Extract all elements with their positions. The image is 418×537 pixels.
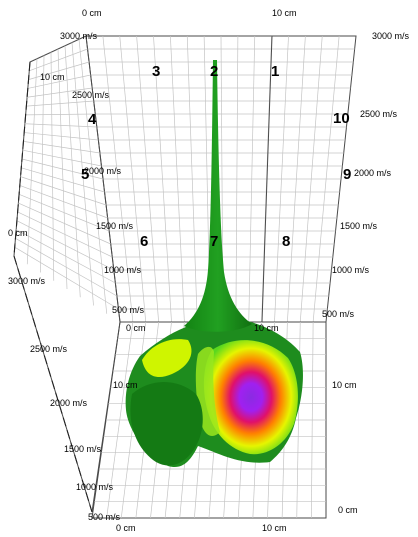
back-wall	[85, 35, 357, 323]
back-wall-left-y-labels: 3000 m/s 2500 m/s 2000 m/s 1500 m/s 1000…	[60, 31, 145, 315]
back-right-y-tick-5: 500 m/s	[322, 309, 355, 319]
floor-depth-tick-0: 10 cm	[332, 380, 357, 390]
floor-left-depth-tick: 10 cm	[113, 380, 138, 390]
sensor-label-7: 7	[210, 233, 218, 250]
sensor-label-2: 2	[210, 63, 218, 80]
sensor-label-6: 6	[140, 233, 148, 250]
sensor-label-1: 1	[271, 63, 279, 80]
sensor-labels: 1 2 3 4 5 6 7 8 9 10	[81, 63, 351, 250]
side-grid-h-line	[23, 141, 100, 154]
back-right-y-tick-4: 1000 m/s	[332, 265, 370, 275]
surface-dark-lobe	[130, 382, 203, 466]
back-right-y-tick-2: 2000 m/s	[354, 168, 392, 178]
side-wall-dashed-outline	[13, 61, 93, 513]
sensor-label-5: 5	[81, 166, 89, 183]
back-wall-divider	[261, 35, 273, 323]
side-grid-h-line	[18, 202, 111, 245]
side-grid-h-line	[20, 176, 107, 206]
surface	[125, 60, 303, 468]
side-grid-h-line	[19, 185, 108, 219]
side-grid-h-line	[25, 113, 96, 116]
side-grid-h-line	[21, 158, 104, 180]
back-wall-bottom-x-labels: 0 cm 10 cm	[126, 323, 279, 333]
floor-x-tick-1: 10 cm	[262, 523, 287, 533]
side-grid-h-line	[15, 238, 118, 297]
back-top-x-tick-1: 10 cm	[272, 8, 297, 18]
back-left-y-tick-5: 500 m/s	[112, 305, 145, 315]
back-left-y-tick-1: 2500 m/s	[72, 90, 110, 100]
side-wall-labels: 10 cm 0 cm 3000 m/s 2500 m/s 2000 m/s 15…	[8, 72, 121, 522]
side-grid-h-line	[18, 193, 110, 232]
side-grid-h-line	[14, 246, 119, 310]
side-grid-h-line	[24, 123, 97, 128]
floor-labels: 0 cm 10 cm 10 cm 0 cm 10 cm	[113, 380, 358, 533]
sensor-label-3: 3	[152, 63, 160, 80]
floor-depth-tick-1: 0 cm	[338, 505, 358, 515]
back-right-y-tick-3: 1500 m/s	[340, 221, 378, 231]
back-bottom-x-tick-1: 10 cm	[254, 323, 279, 333]
side-y-tick-0: 3000 m/s	[8, 276, 46, 286]
back-left-y-tick-3: 1500 m/s	[96, 221, 134, 231]
sensor-label-9: 9	[343, 166, 351, 183]
side-grid-h-line	[16, 229, 116, 284]
back-bottom-x-tick-0: 0 cm	[126, 323, 146, 333]
side-y-tick-5: 500 m/s	[88, 512, 121, 522]
side-grid-h-line	[17, 211, 113, 258]
sensor-label-8: 8	[282, 233, 290, 250]
sensor-label-4: 4	[88, 111, 97, 128]
surface-hotspot	[203, 340, 298, 455]
back-right-y-tick-0: 3000 m/s	[372, 31, 410, 41]
side-grid-h-line	[21, 167, 105, 193]
side-grid-h-line	[29, 48, 88, 72]
side-y-tick-2: 2000 m/s	[50, 398, 88, 408]
side-y-tick-3: 1500 m/s	[64, 444, 102, 454]
side-y-tick-1: 2500 m/s	[30, 344, 68, 354]
sensor-label-10: 10	[333, 110, 350, 127]
surface-spike	[184, 60, 252, 332]
back-wall-top-x-labels: 0 cm 10 cm	[82, 8, 297, 18]
back-left-y-tick-0: 3000 m/s	[60, 31, 98, 41]
side-grid-h-line	[22, 149, 102, 167]
side-grid-h-line	[27, 87, 93, 98]
back-right-y-tick-1: 2500 m/s	[360, 109, 398, 119]
back-wall-right-y-labels: 3000 m/s 2500 m/s 2000 m/s 1500 m/s 1000…	[322, 31, 410, 319]
back-left-y-tick-2: 2000 m/s	[84, 166, 122, 176]
floor-x-tick-0: 0 cm	[116, 523, 136, 533]
side-depth-tick-0: 10 cm	[40, 72, 65, 82]
side-y-tick-4: 1000 m/s	[76, 482, 114, 492]
side-grid-h-line	[24, 132, 99, 141]
side-grid-h-line	[26, 100, 94, 107]
side-grid-h-line	[28, 61, 90, 80]
side-grid-h-line	[27, 74, 91, 89]
back-left-y-tick-4: 1000 m/s	[104, 265, 142, 275]
side-wall-grid	[14, 39, 119, 314]
surface-yellow-band	[142, 339, 192, 378]
back-top-x-tick-0: 0 cm	[82, 8, 102, 18]
side-depth-tick-1: 0 cm	[8, 228, 28, 238]
side-wall	[13, 35, 121, 513]
side-grid-h-line	[16, 220, 114, 271]
